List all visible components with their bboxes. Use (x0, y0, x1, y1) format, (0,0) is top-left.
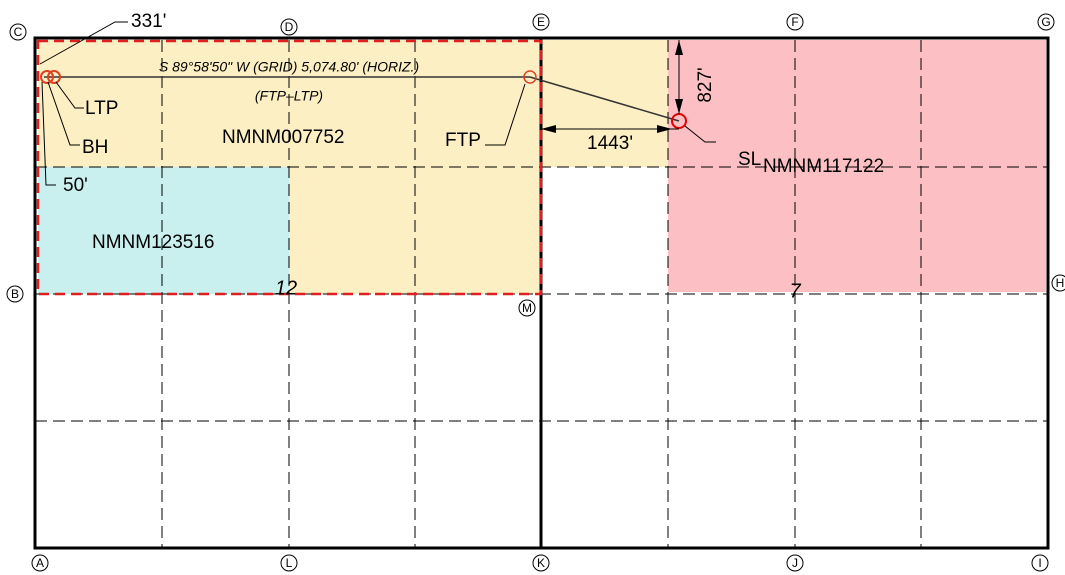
callout: 331' (131, 11, 166, 32)
corner-circle (1031, 554, 1049, 572)
corner-label: A (36, 556, 44, 570)
bearing-note: (FTP–LTP) (255, 88, 323, 104)
arrow (675, 40, 683, 55)
corner-label: H (1056, 276, 1065, 290)
corner-circle (1037, 13, 1055, 31)
bearing: S 89°58'50" W (GRID) 5,074.80' (HORIZ.) (159, 59, 419, 75)
leaders (39, 21, 716, 186)
corner-circle (786, 554, 804, 572)
corner-label: F (791, 15, 798, 29)
arrow (541, 125, 556, 133)
arrow (657, 125, 672, 133)
corner-circle (532, 13, 550, 31)
corner-label: M (522, 301, 532, 315)
corner-circle (280, 18, 298, 36)
corner-circle (9, 23, 27, 41)
corner-circle (6, 285, 24, 303)
corner-label: I (1038, 556, 1041, 570)
corner-label: C (14, 25, 23, 39)
bh-point (40, 70, 54, 84)
callout: BH (82, 137, 108, 158)
lease-pink-area (668, 40, 1046, 292)
corner-label: G (1041, 15, 1050, 29)
well-curve (529, 76, 680, 122)
corner-label: J (792, 556, 798, 570)
callout: LTP (85, 98, 118, 119)
spacing-unit (36, 39, 543, 296)
callout: SL (738, 149, 761, 170)
callout: 50' (63, 175, 88, 196)
corner-circle (532, 554, 550, 572)
section-number: 12 (275, 277, 297, 299)
corner-label: K (537, 556, 545, 570)
ftp-point (523, 70, 537, 84)
corner-label: E (537, 15, 545, 29)
corner-circle (1051, 274, 1065, 292)
corner-circle (31, 554, 49, 572)
arrow (675, 99, 683, 114)
lease-label: NMNM007752 (222, 127, 345, 148)
corner-label: B (11, 287, 19, 301)
lease-cyan-area (38, 167, 289, 294)
corner-circle (518, 299, 536, 317)
lease-label: NMNM123516 (92, 232, 215, 253)
ltp-point (47, 70, 61, 84)
dimension: 827' (695, 67, 716, 102)
corner-circle (280, 554, 298, 572)
lease-label: NMNM117122 (763, 156, 884, 177)
callout: FTP (445, 130, 481, 151)
corner-label: L (286, 556, 293, 570)
section-number: 7 (789, 280, 801, 302)
corner-circle (786, 13, 804, 31)
lease-yellow-area (38, 40, 668, 167)
corner-label: D (285, 20, 294, 34)
dimension: 1443' (587, 133, 633, 154)
